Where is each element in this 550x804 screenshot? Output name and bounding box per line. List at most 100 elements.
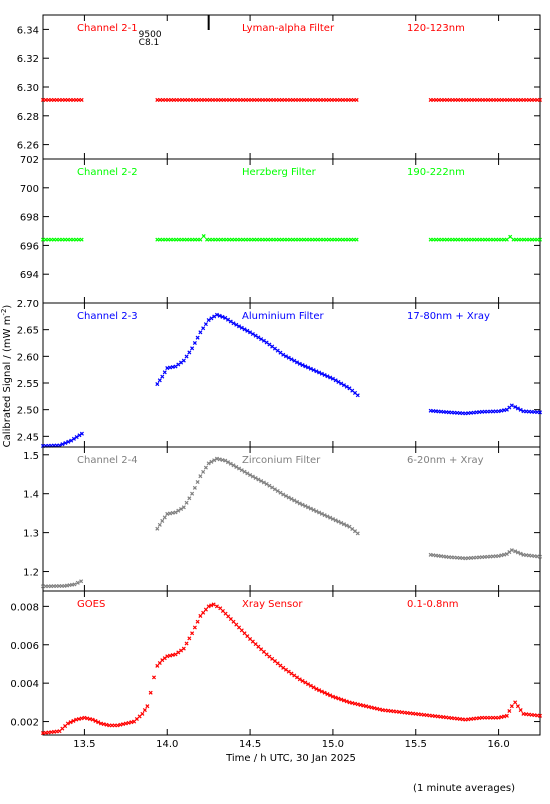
data-point [93,718,98,723]
panel-band-label: 0.1-0.8nm [407,599,459,610]
data-point [217,457,222,462]
data-point [294,360,300,365]
data-point [65,721,70,726]
y-tick-label: 2.45 [17,432,39,443]
data-point [179,506,184,512]
data-point [245,328,250,333]
panel-1: 6.26 6.28 6.30 6.32 6.34 Channel 2-1 Lyman-alp… [17,14,543,160]
y-tick-label: 694 [20,270,39,281]
data-point [118,722,123,727]
data-point [297,501,302,506]
data-point [167,511,173,516]
data-point [344,699,349,704]
data-point [250,331,255,337]
data-point [104,722,109,727]
data-point [96,720,101,725]
data-point [90,717,95,722]
y-tick-label: 0.004 [10,679,39,690]
data-point [79,431,84,436]
data-point [272,487,277,492]
data-point [211,602,216,607]
data-point [375,706,380,711]
data-point [214,604,219,609]
data-point [303,364,308,369]
data-point [218,606,223,611]
data-point [187,636,192,641]
data-point [377,707,382,712]
panel-filter-label: Lyman-alpha Filter [242,23,335,34]
data-point [496,553,501,558]
data-point [71,436,76,441]
data-point [98,721,104,726]
data-point [79,237,84,242]
data-point [283,354,289,359]
data-point [300,678,305,683]
data-point [256,477,261,482]
data-point [157,522,162,527]
data-point [499,553,504,558]
data-point [192,625,197,630]
data-point [515,550,520,555]
y-tick-label: 1.2 [23,568,39,579]
data-point [173,510,178,515]
panel-filter-label: Aluminium Filter [242,311,325,322]
data-point [157,378,162,383]
data-point [201,469,206,474]
data-point [499,408,504,413]
data-point [502,552,507,557]
data-point [253,475,258,481]
y-tick-label: 2.50 [17,406,39,417]
y-tick-label: 0.006 [10,641,39,652]
data-point [190,346,195,351]
data-point [319,511,324,516]
data-point [325,374,330,379]
data-point [328,375,333,380]
data-point [513,549,518,554]
data-point [187,350,192,355]
data-point [502,714,507,719]
data-point [537,97,543,102]
data-point [162,515,167,520]
data-point [231,619,236,624]
data-point [330,376,335,381]
panel-frame [42,302,541,448]
data-point [253,333,258,338]
data-point [248,472,253,478]
data-point [228,319,233,324]
data-point [195,480,200,485]
data-point [286,355,291,360]
data-point [509,548,514,553]
data-point [79,97,84,102]
data-point [341,522,346,527]
data-point [223,315,228,320]
data-point [509,704,514,709]
data-point [518,551,523,556]
data-point [167,653,173,658]
data-point [165,366,170,371]
data-point [79,716,84,721]
y-tick-label: 1.4 [23,490,39,501]
data-point [228,617,233,622]
data-point [267,483,272,488]
data-point [354,237,359,242]
panel-channel-label: Channel 2-3 [77,311,138,322]
data-point [286,495,291,500]
data-point [308,366,313,371]
data-point [203,607,208,612]
data-point [209,316,214,321]
data-point [314,686,319,691]
data-point [201,234,206,239]
data-point [212,458,217,463]
data-point [220,457,225,462]
data-point [140,711,145,716]
data-point [176,508,181,513]
data-point [248,330,253,335]
data-point [292,498,297,503]
y-tick-label: 702 [20,155,39,166]
data-point [242,469,247,474]
data-point [366,704,371,709]
data-point [341,383,346,388]
flare-class-number: 9500 [139,30,162,40]
data-point [121,722,126,727]
